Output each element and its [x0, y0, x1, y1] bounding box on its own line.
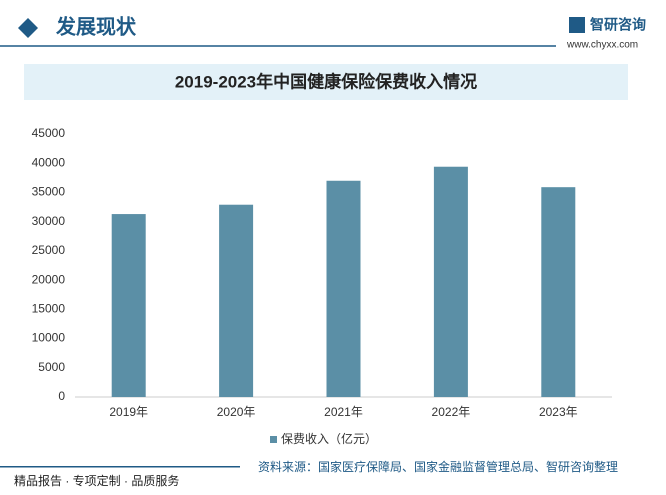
x-tick-label: 2022年 [432, 405, 471, 419]
x-tick-label: 2023年 [539, 405, 578, 419]
bar [219, 204, 254, 397]
bar [111, 214, 146, 397]
title-box [24, 64, 628, 100]
bar [541, 187, 576, 397]
y-tick-label: 30000 [32, 214, 66, 228]
y-tick-label: 25000 [32, 243, 66, 257]
y-tick-label: 5000 [38, 360, 65, 374]
y-tick-label: 0 [58, 389, 65, 403]
header-title: 发展现状 [55, 14, 137, 38]
footer-source: 资料来源：国家医疗保障局、国家金融监督管理总局、智研咨询整理 [258, 459, 618, 474]
bar [433, 166, 468, 397]
x-tick-label: 2020年 [217, 405, 256, 419]
legend-swatch [270, 436, 277, 443]
bar [326, 180, 361, 397]
x-tick-label: 2021年 [324, 405, 363, 419]
y-tick-label: 45000 [32, 126, 66, 140]
y-tick-label: 20000 [32, 272, 66, 286]
y-tick-label: 10000 [32, 331, 66, 345]
footer-slogan: 精品报告 · 专项定制 · 品质服务 [14, 473, 179, 488]
y-tick-label: 15000 [32, 302, 66, 316]
y-tick-label: 35000 [32, 185, 66, 199]
y-tick-label: 40000 [32, 155, 66, 169]
logo-mark [569, 17, 585, 33]
chart-title: 2019-2023年中国健康保险保费收入情况 [175, 71, 477, 91]
x-tick-label: 2019年 [109, 405, 148, 419]
url: www.chyxx.com [566, 40, 638, 51]
legend-label: 保费收入（亿元） [281, 431, 377, 446]
header-icon [18, 18, 38, 38]
logo-text: 智研咨询 [589, 17, 646, 33]
footer-rule [0, 466, 240, 468]
